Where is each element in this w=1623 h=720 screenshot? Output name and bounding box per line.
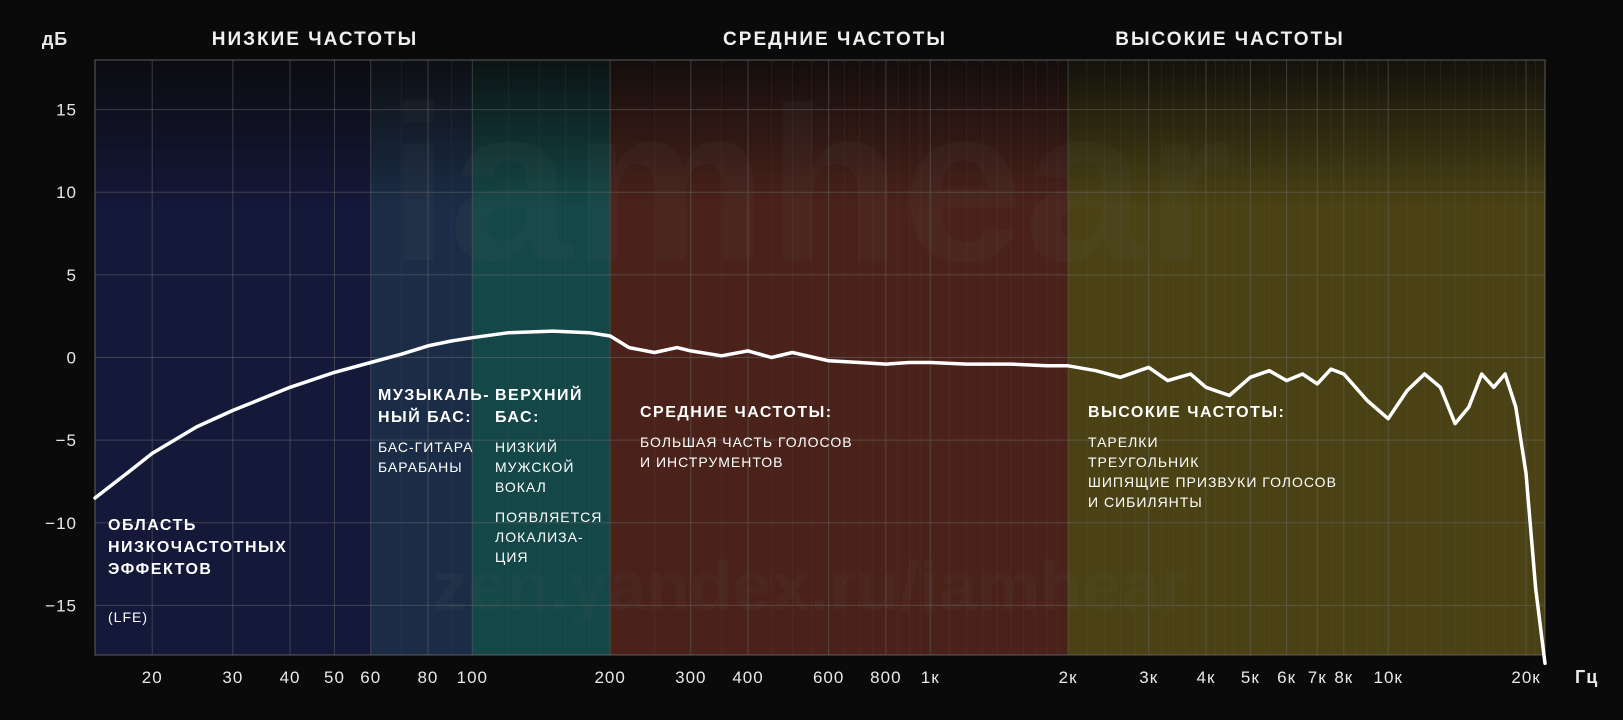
info-line: НИЗКОЧАСТОТНЫХ bbox=[108, 539, 287, 556]
x-tick-label: 800 bbox=[870, 668, 901, 687]
band-header: НИЗКИЕ ЧАСТОТЫ bbox=[212, 29, 418, 50]
x-tick-label: 30 bbox=[222, 668, 243, 687]
info-line: ВОКАЛ bbox=[495, 479, 547, 495]
y-tick-label: 15 bbox=[56, 101, 77, 120]
y-tick-label: 10 bbox=[56, 183, 77, 202]
x-tick-label: 1к bbox=[921, 668, 940, 687]
y-tick-label: −5 bbox=[56, 431, 77, 450]
x-tick-label: 3к bbox=[1139, 668, 1158, 687]
band-header: ВЫСОКИЕ ЧАСТОТЫ bbox=[1115, 29, 1345, 50]
y-tick-label: 5 bbox=[67, 266, 77, 285]
band-header: СРЕДНИЕ ЧАСТОТЫ bbox=[723, 29, 947, 50]
info-line: ПОЯВЛЯЕТСЯ bbox=[495, 509, 602, 525]
x-tick-label: 60 bbox=[360, 668, 381, 687]
info-line: ВЫСОКИЕ ЧАСТОТЫ: bbox=[1088, 404, 1285, 421]
x-tick-label: 80 bbox=[417, 668, 438, 687]
watermark-text: iamhear bbox=[388, 61, 1232, 307]
info-line: БАС-ГИТАРА bbox=[378, 439, 474, 455]
x-tick-label: 300 bbox=[675, 668, 706, 687]
x-tick-label: 8к bbox=[1334, 668, 1353, 687]
info-line: СРЕДНИЕ ЧАСТОТЫ: bbox=[640, 404, 833, 421]
x-tick-label: 400 bbox=[732, 668, 763, 687]
frequency-chart: iamhear zen.yandex.ru/iamhear −15 −10 −5 0 5 10… bbox=[0, 0, 1623, 720]
x-tick-label: 2к bbox=[1059, 668, 1078, 687]
watermark-text: zen.yandex.ru/iamhear bbox=[433, 547, 1188, 625]
info-sub: (LFE) bbox=[108, 609, 148, 625]
x-tick-label: 6к bbox=[1277, 668, 1296, 687]
x-tick-label: 200 bbox=[594, 668, 625, 687]
info-line: ТАРЕЛКИ bbox=[1088, 434, 1159, 450]
info-line: МУЗЫКАЛЬ- bbox=[378, 387, 490, 404]
info-line: ЦИЯ bbox=[495, 549, 529, 565]
info-line: БАРАБАНЫ bbox=[378, 459, 463, 475]
y-tick-label: −10 bbox=[45, 514, 77, 533]
x-tick-label: 10к bbox=[1374, 668, 1403, 687]
x-tick-label: 100 bbox=[457, 668, 488, 687]
x-tick-label: 7к bbox=[1308, 668, 1327, 687]
info-line: БАС: bbox=[495, 409, 540, 426]
y-axis-unit: дБ bbox=[42, 29, 68, 49]
info-line: И СИБИЛЯНТЫ bbox=[1088, 494, 1203, 510]
x-tick-label: 40 bbox=[280, 668, 301, 687]
x-tick-label: 4к bbox=[1197, 668, 1216, 687]
info-line: ЭФФЕКТОВ bbox=[108, 561, 212, 578]
info-line: ОБЛАСТЬ bbox=[108, 517, 197, 534]
info-line: ШИПЯЩИЕ ПРИЗВУКИ ГОЛОСОВ bbox=[1088, 474, 1337, 490]
info-line: БОЛЬШАЯ ЧАСТЬ ГОЛОСОВ bbox=[640, 434, 853, 450]
info-line: НИЗКИЙ bbox=[495, 438, 558, 455]
info-line: И ИНСТРУМЕНТОВ bbox=[640, 454, 784, 470]
info-line: ТРЕУГОЛЬНИК bbox=[1088, 454, 1199, 470]
x-tick-label: 50 bbox=[324, 668, 345, 687]
x-axis-unit: Гц bbox=[1575, 667, 1598, 687]
x-tick-label: 600 bbox=[813, 668, 844, 687]
info-line: МУЖСКОЙ bbox=[495, 458, 574, 475]
y-tick-label: 0 bbox=[67, 349, 77, 368]
x-tick-label: 20 bbox=[142, 668, 163, 687]
info-line: НЫЙ БАС: bbox=[378, 407, 472, 426]
y-tick-label: −15 bbox=[45, 596, 77, 615]
x-tick-label: 5к bbox=[1241, 668, 1260, 687]
info-line: ВЕРХНИЙ bbox=[495, 385, 583, 404]
x-tick-label: 20к bbox=[1511, 668, 1540, 687]
info-line: ЛОКАЛИЗА- bbox=[495, 529, 584, 545]
